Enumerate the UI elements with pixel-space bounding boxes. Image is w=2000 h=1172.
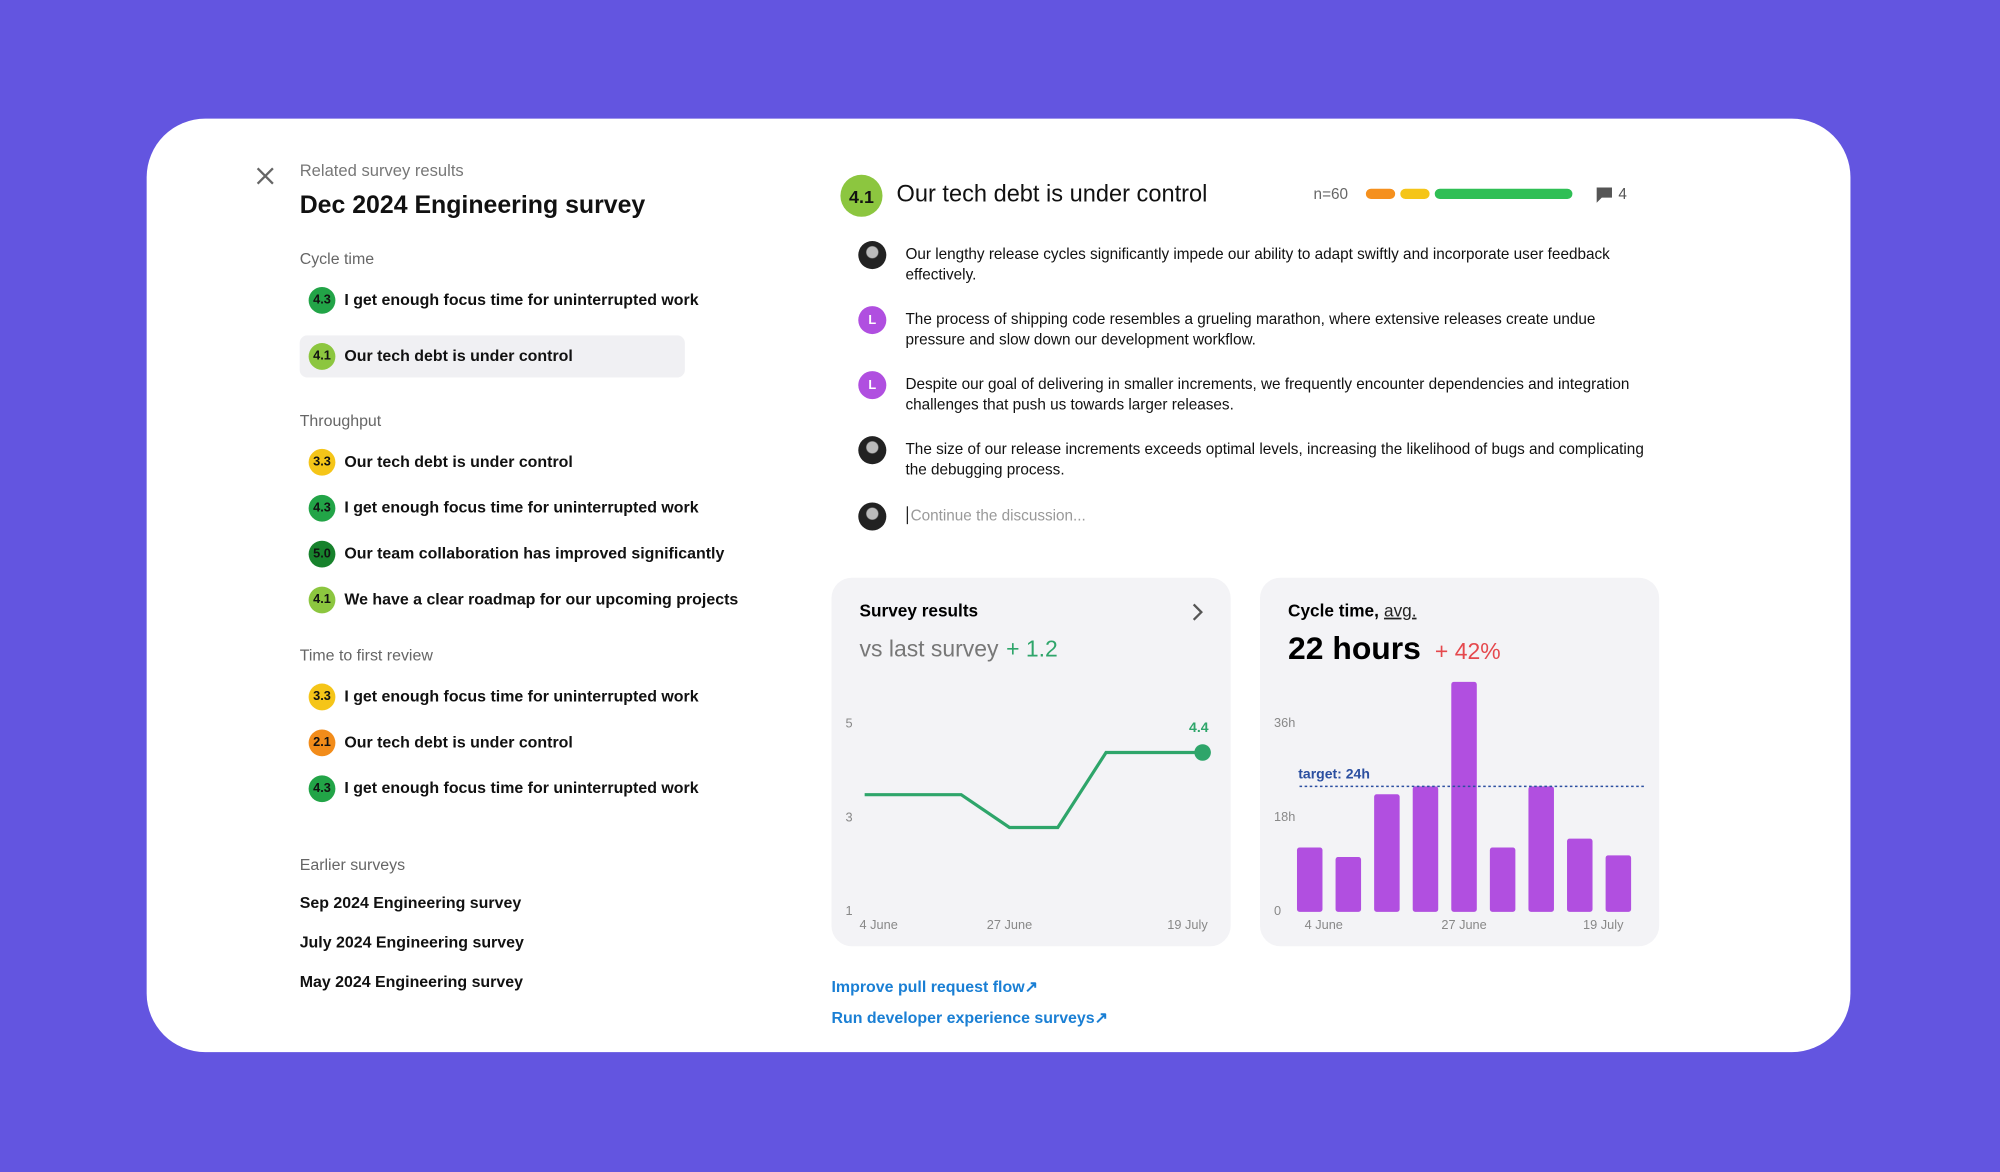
- selected-row: [299, 335, 685, 378]
- comment-count: 4: [1618, 184, 1627, 203]
- target-label: target: 24h: [1298, 766, 1370, 782]
- comment-text: The size of our release increments excee…: [905, 439, 1644, 479]
- bar: [1412, 786, 1439, 912]
- headline: 22 hours: [1288, 630, 1421, 666]
- question-link[interactable]: Our tech debt is under control: [344, 346, 573, 365]
- score-badge: 4.1: [308, 343, 336, 370]
- bar: [1296, 847, 1323, 912]
- value-label: 4.4: [1189, 719, 1209, 735]
- earlier-survey[interactable]: July 2024 Engineering survey: [299, 933, 524, 952]
- question-score: 4.1: [840, 174, 883, 217]
- bar: [1489, 847, 1516, 912]
- delta: + 1.2: [1006, 635, 1058, 661]
- comment-text: Despite our goal of delivering in smalle…: [905, 374, 1630, 414]
- avatar: [858, 241, 887, 270]
- earlier-survey[interactable]: Sep 2024 Engineering survey: [299, 893, 522, 912]
- comment-text: Our lengthy release cycles significantly…: [905, 244, 1610, 284]
- bar: [1567, 838, 1593, 912]
- bar: [1528, 786, 1554, 912]
- chart-card: Cycle time, avg. 22 hours + 42% 0 18h 36h 4 Jun…: [1259, 577, 1660, 947]
- link[interactable]: Improve pull request flow↗: [831, 978, 1038, 997]
- score-badge: 4.3: [308, 286, 336, 314]
- question-link[interactable]: We have a clear roadmap for our upcoming…: [344, 590, 739, 609]
- score-badge: 5.0: [308, 540, 336, 568]
- chart-title: Survey results: [860, 601, 979, 621]
- chart-title: Cycle time,: [1288, 601, 1379, 621]
- question-title: Our tech debt is under control: [896, 179, 1208, 207]
- score-badge: 2.1: [308, 729, 336, 757]
- score-badge: 3.3: [308, 683, 336, 711]
- subtitle: vs last survey: [860, 635, 999, 661]
- respondents: n=60: [1313, 184, 1349, 203]
- bar: [1605, 855, 1632, 912]
- y-tick-label: 0: [1274, 903, 1281, 918]
- line-chart: Survey results vs last survey + 1.2 1 3 5 4 Ju…: [846, 601, 1211, 932]
- score-badge: 4.3: [308, 494, 336, 522]
- earlier-label: Earlier surveys: [299, 855, 406, 874]
- distribution-segment: [1434, 188, 1573, 199]
- question-link[interactable]: I get enough focus time for uninterrupte…: [344, 687, 699, 706]
- score-badge: 3.3: [308, 448, 336, 476]
- question-link[interactable]: Our tech debt is under control: [344, 733, 573, 752]
- x-tick-label: 27 June: [987, 917, 1032, 932]
- bar: [1335, 856, 1362, 912]
- end-point: [1194, 744, 1211, 761]
- avatar: L: [858, 306, 887, 335]
- score-badge: 4.3: [308, 775, 336, 803]
- avatar: [858, 436, 887, 465]
- x-tick-label: 19 July: [1583, 917, 1624, 932]
- comment-text: The process of shipping code resembles a…: [905, 309, 1596, 349]
- comment-icon: [1596, 187, 1612, 203]
- comment-input[interactable]: Continue the discussion...: [906, 506, 1086, 525]
- y-tick-label: 18h: [1274, 809, 1295, 824]
- bar: [1374, 794, 1400, 912]
- avatar: [858, 502, 887, 531]
- chart-card: Survey results vs last survey + 1.2 1 3 5 4 Ju…: [831, 577, 1231, 947]
- y-tick-label: 36h: [1274, 715, 1295, 730]
- close-button[interactable]: [255, 166, 275, 186]
- question-link[interactable]: I get enough focus time for uninterrupte…: [344, 290, 699, 309]
- x-tick-label: 19 July: [1167, 917, 1208, 932]
- earlier-survey[interactable]: May 2024 Engineering survey: [299, 973, 523, 991]
- eyebrow: Related survey results: [299, 160, 464, 180]
- y-tick-label: 5: [846, 716, 853, 731]
- group-label: Throughput: [299, 411, 382, 430]
- x-tick-label: 4 June: [860, 917, 898, 932]
- x-tick-label: 4 June: [1305, 917, 1343, 932]
- score-badge: 4.1: [308, 586, 336, 614]
- chevron: [1192, 603, 1203, 621]
- survey-title: Dec 2024 Engineering survey: [299, 191, 646, 220]
- question-link[interactable]: Our tech debt is under control: [344, 452, 573, 471]
- group-label: Cycle time: [299, 249, 375, 268]
- bar: [1451, 681, 1477, 912]
- avatar: L: [858, 371, 887, 400]
- distribution-segment: [1365, 188, 1396, 199]
- group-label: Time to first review: [299, 646, 433, 665]
- link[interactable]: Run developer experience surveys↗: [831, 1008, 1109, 1027]
- y-tick-label: 3: [846, 809, 853, 824]
- distribution-segment: [1400, 188, 1430, 199]
- line: [864, 750, 1203, 830]
- x-tick-label: 27 June: [1441, 917, 1486, 932]
- delta: + 42%: [1435, 638, 1501, 664]
- question-link[interactable]: I get enough focus time for uninterrupte…: [344, 779, 699, 798]
- question-link[interactable]: I get enough focus time for uninterrupte…: [344, 498, 699, 517]
- bar-chart: Cycle time, avg. 22 hours + 42% 0 18h 36h 4 Jun…: [1274, 601, 1646, 932]
- chart-title-underlined: avg.: [1384, 601, 1417, 621]
- question-link[interactable]: Our team collaboration has improved sign…: [344, 544, 725, 563]
- y-tick-label: 1: [846, 903, 853, 918]
